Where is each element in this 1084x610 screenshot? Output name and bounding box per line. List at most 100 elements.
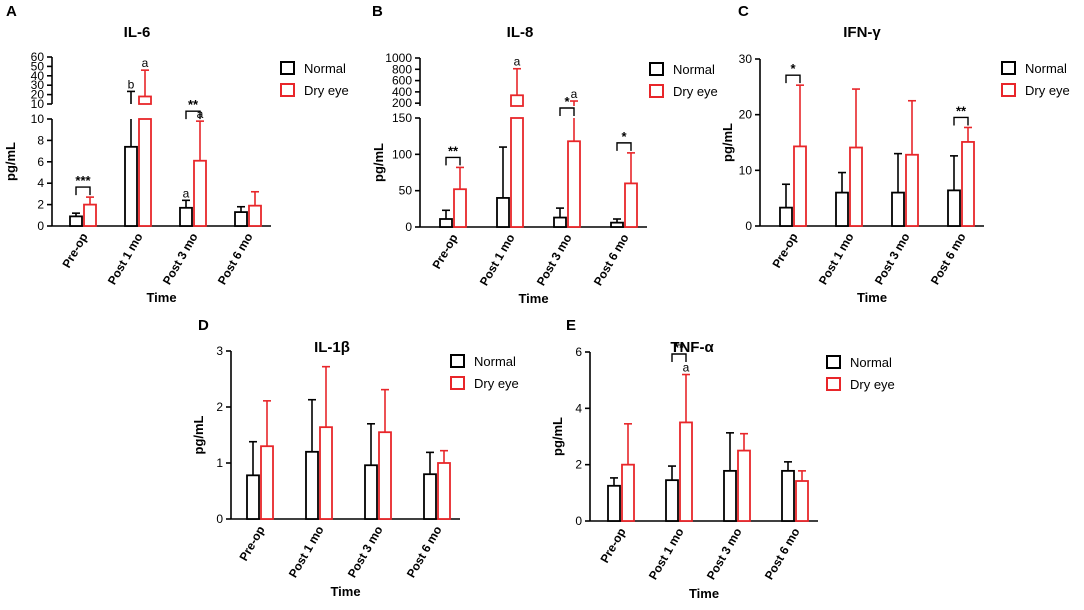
bar — [319, 426, 333, 520]
significance-bracket — [185, 110, 201, 120]
x-tick-label: Post 3 mo — [872, 231, 913, 288]
bar — [138, 95, 152, 105]
significance-label: ** — [448, 143, 459, 158]
x-axis-label: Time — [330, 584, 360, 599]
bar — [835, 191, 849, 227]
panel-c: C IFN-γ 0 10 20 30 pg/mL Pre-op Post 1 mo Post 3 … — [720, 3, 1070, 305]
bar — [83, 203, 97, 227]
x-tick-label: Post 3 mo — [534, 232, 575, 289]
panel-title: IL-8 — [507, 24, 534, 41]
y-tick-label: 1 — [216, 456, 223, 470]
x-tick-label: Post 6 mo — [404, 524, 445, 581]
bar — [378, 431, 392, 520]
significance-bracket — [616, 142, 632, 151]
y-tick-label: 6 — [575, 345, 582, 359]
x-tick-label: Post 6 mo — [762, 526, 803, 583]
significance-bracket — [445, 156, 461, 166]
panel-e: E TNF-α 0 2 4 6 pg/mL Pre-op Post 1 mo Post 3 mo P… — [550, 317, 895, 601]
x-tick-label: Pre-op — [59, 231, 90, 271]
x-tick-label: Pre-op — [769, 231, 800, 271]
y-tick-label: 6 — [37, 155, 44, 169]
y-axis-label: pg/mL — [550, 417, 565, 456]
legend-label: Normal — [304, 61, 346, 76]
bar — [260, 445, 274, 520]
bar — [69, 215, 83, 227]
y-tick-label: 2 — [37, 198, 44, 212]
significance-label: ** — [188, 97, 199, 112]
y-axis-label: pg/mL — [371, 143, 386, 182]
significance-bracket — [671, 353, 687, 362]
legend-swatch — [649, 62, 664, 76]
legend-swatch — [450, 376, 465, 390]
significance-bracket — [953, 116, 969, 126]
y-tick-label: 2 — [575, 458, 582, 472]
panel-d: D IL-1β 0 1 2 3 pg/mL Pre-op Post 1 mo Post 3 mo P… — [191, 317, 519, 599]
bar — [781, 469, 795, 522]
y-tick-label: 150 — [392, 111, 412, 125]
legend-swatch — [280, 83, 295, 97]
annotation-letter: a — [142, 56, 149, 70]
y-tick-label: 4 — [37, 176, 44, 190]
x-tick-label: Post 1 mo — [646, 526, 687, 583]
y-axis-label: pg/mL — [191, 415, 206, 454]
bar — [567, 140, 581, 228]
legend-label: Normal — [673, 62, 715, 77]
y-tick-label: 40 — [31, 69, 45, 83]
bar — [246, 474, 260, 520]
x-tick-label: Pre-op — [429, 232, 460, 272]
y-tick-label: 0 — [37, 219, 44, 233]
bar — [193, 159, 207, 227]
legend-label: Dry eye — [304, 83, 349, 98]
y-tick-label: 50 — [31, 59, 45, 73]
bar — [496, 197, 510, 228]
x-axis-label: Time — [689, 586, 719, 601]
legend-swatch — [1001, 61, 1016, 75]
bar — [849, 146, 863, 227]
significance-label: * — [564, 94, 570, 109]
bar — [437, 462, 451, 520]
x-axis-label: Time — [146, 290, 176, 305]
legend-swatch — [280, 61, 295, 75]
y-tick-label: 2 — [216, 400, 223, 414]
legend-swatch — [1001, 83, 1016, 97]
x-tick-label: Post 6 mo — [215, 231, 256, 288]
x-tick-label: Post 6 mo — [591, 232, 632, 289]
legend-swatch — [649, 84, 664, 98]
y-tick-label: 20 — [739, 108, 753, 122]
y-tick-label: 60 — [31, 50, 45, 64]
bar — [124, 145, 138, 227]
y-tick-label: 0 — [575, 514, 582, 528]
y-axis-label: pg/mL — [3, 142, 18, 181]
x-tick-label: Post 3 mo — [704, 526, 745, 583]
y-tick-label: 4 — [575, 401, 582, 415]
bar — [621, 463, 635, 522]
legend-label: Normal — [474, 354, 516, 369]
x-axis-label: Time — [518, 291, 548, 306]
panel-letter: C — [738, 3, 749, 20]
annotation-letter: a — [197, 107, 204, 121]
y-tick-label: 30 — [739, 52, 753, 66]
x-tick-label: Post 1 mo — [477, 232, 518, 289]
bar — [453, 188, 467, 228]
bar — [423, 473, 437, 520]
bar — [891, 191, 905, 227]
y-tick-label: 400 — [392, 85, 412, 99]
legend-swatch — [826, 355, 841, 369]
y-tick-label: 0 — [216, 512, 223, 526]
legend-swatch — [450, 354, 465, 368]
y-tick-label: 8 — [37, 133, 44, 147]
x-tick-label: Post 6 mo — [928, 231, 969, 288]
significance-label: ** — [674, 340, 685, 355]
y-tick-label: 10 — [31, 112, 45, 126]
legend-label: Dry eye — [673, 84, 718, 99]
bar — [510, 94, 524, 107]
annotation-letter: a — [683, 361, 690, 375]
bar — [364, 464, 378, 520]
panel-letter: B — [372, 3, 383, 20]
bar — [234, 211, 248, 227]
annotation-letter: a — [514, 55, 521, 69]
legend-label: Dry eye — [474, 376, 519, 391]
